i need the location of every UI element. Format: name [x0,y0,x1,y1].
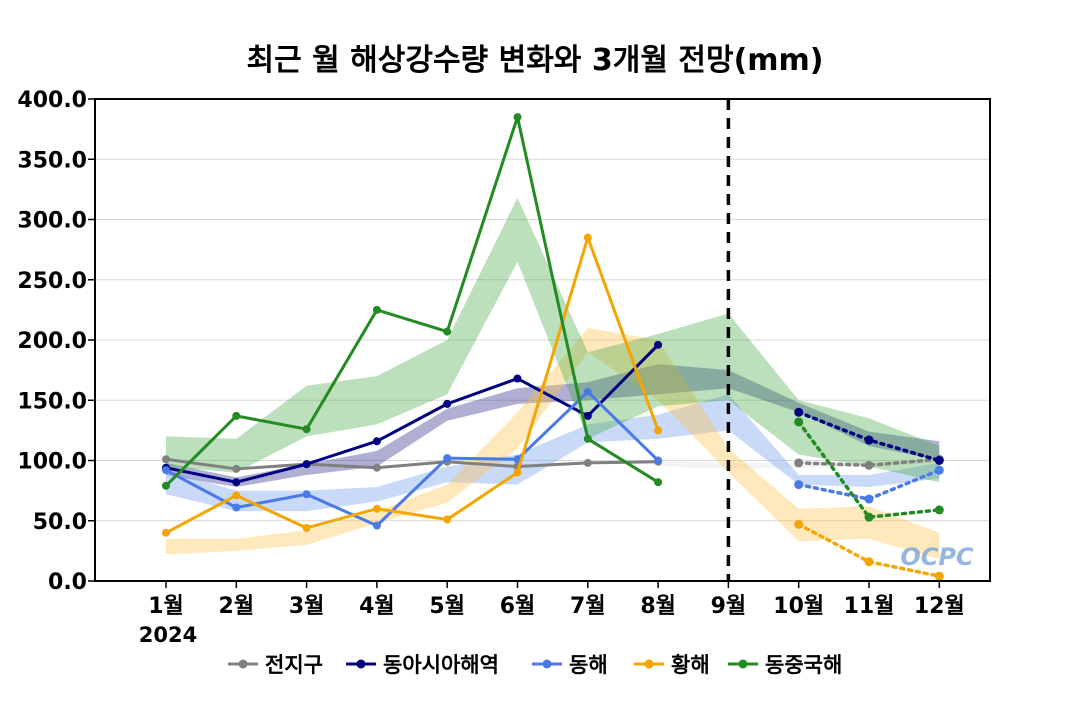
data-point [162,481,170,490]
legend-marker [542,659,552,669]
x-tick-label: 2월 [219,594,255,619]
data-point [232,478,241,487]
data-point [513,113,522,122]
data-point [583,233,592,242]
forecast-point [794,407,804,417]
range-band [166,394,940,512]
data-point [654,340,663,349]
series-line-observed [165,236,660,535]
data-point [232,491,241,500]
data-point [513,468,522,477]
data-point [583,387,592,396]
data-point [162,466,170,475]
data-point [654,426,663,435]
data-point [654,478,663,487]
x-tick-label: 1월 [148,594,184,619]
x-tick-label: 7월 [570,594,606,619]
forecast-point [794,480,804,490]
plot-frame [94,98,991,582]
year-label: 2024 [139,623,197,647]
forecast-point [934,571,944,581]
forecast-point [794,417,804,427]
data-point [372,504,381,513]
y-tick-label: 50.0 [33,510,87,535]
range-band [166,364,940,487]
forecast-point [864,460,874,470]
forecast-point [934,465,944,475]
y-tick-label: 200.0 [17,329,87,354]
legend-label: 전지구 [265,653,323,677]
data-point [583,458,592,467]
forecast-point [864,512,874,522]
legend-label: 동해 [569,653,608,677]
data-point [372,463,381,472]
series-line-observed [165,343,660,484]
x-tick-label: 11월 [844,594,895,619]
legend-label: 황해 [671,653,710,677]
range-band [166,327,940,560]
data-point [372,437,381,446]
x-tick-label: 3월 [289,594,325,619]
data-point [162,455,170,464]
data-point [302,490,311,499]
data-point [443,327,452,336]
x-tick-label: 10월 [773,594,824,619]
chart-title: 최근 월 해상강수량 변화와 3개월 전망(mm) [246,43,823,78]
range-band [166,197,940,483]
data-point [232,411,241,420]
legend-marker [238,659,248,669]
legend-marker [738,659,748,669]
watermark-logo: OCPC [900,543,974,571]
data-point [232,464,241,473]
data-point [583,411,592,420]
legend-label: 동아시아해역 [383,653,499,677]
forecast-point [864,435,874,445]
series-lines [162,99,944,581]
data-point [654,456,663,465]
series-line-observed [165,457,659,471]
legend-marker [644,659,654,669]
y-tick-label: 300.0 [17,209,87,234]
data-point [513,374,522,383]
x-tick-label: 9월 [711,594,747,619]
data-point [583,434,592,443]
data-point [302,460,311,469]
series-line-observed [165,390,660,528]
data-point [232,503,241,512]
axes: 0.0 50.0 100.0 150.0 200.0 250.0 300.0 350.0 400… [17,88,991,619]
grid-lines [95,158,990,522]
y-tick-label: 0.0 [48,570,87,595]
forecast-point [864,494,874,504]
data-point [302,425,311,434]
forecast-point [864,557,874,567]
data-point [372,305,381,314]
legend-label: 동중국해 [765,653,842,677]
y-tick-label: 100.0 [17,450,87,475]
x-tick-label: 4월 [359,594,395,619]
forecast-point [934,456,944,465]
x-tick-label: 5월 [429,594,465,619]
forecast-point [934,505,944,515]
data-point [372,521,381,530]
data-point [162,528,170,537]
data-point [443,399,452,408]
range-bands [166,197,940,560]
data-point [302,523,311,532]
y-tick-label: 150.0 [17,389,87,414]
forecast-point [794,519,804,529]
data-point [443,515,452,524]
forecast-point [794,458,804,468]
x-tick-label: 8월 [640,594,676,619]
legend: 전지구 동아시아해역 동해 황해 동중국해 [228,653,842,677]
x-tick-label: 12월 [914,594,965,619]
legend-marker [356,659,366,669]
y-tick-label: 400.0 [17,88,87,113]
series-line-observed [164,115,659,487]
y-tick-label: 350.0 [17,148,87,173]
y-tick-label: 250.0 [17,269,87,294]
x-tick-label: 6월 [500,594,536,619]
data-point [443,454,452,463]
